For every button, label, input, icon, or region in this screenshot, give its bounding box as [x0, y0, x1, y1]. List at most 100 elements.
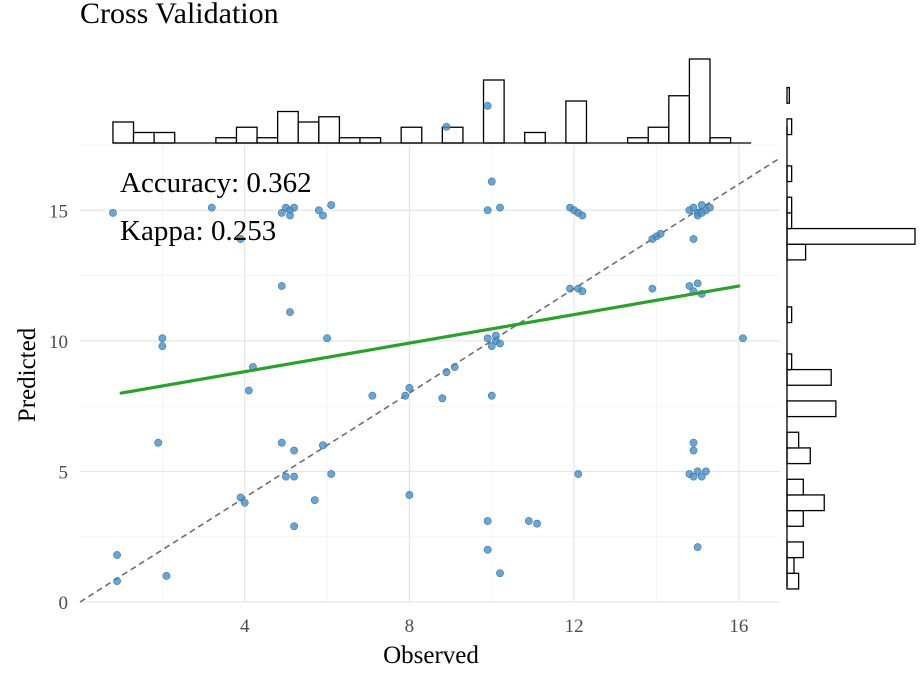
right-histogram-bar: [786, 556, 795, 574]
y-tick-label: 5: [59, 462, 69, 483]
data-point: [483, 101, 492, 110]
top-histogram-bar: [132, 131, 155, 144]
x-tick-label: 12: [565, 616, 584, 637]
right-histogram-bar: [786, 212, 793, 230]
top-histogram-bar: [112, 121, 135, 144]
data-point: [162, 571, 171, 580]
top-histogram-bar: [647, 126, 670, 144]
data-point: [327, 470, 336, 478]
data-point: [154, 438, 163, 447]
data-point: [487, 391, 496, 400]
data-point: [450, 363, 459, 371]
data-point: [701, 467, 710, 476]
right-histogram-bar: [786, 400, 837, 418]
data-point: [277, 282, 286, 290]
top-histogram-bar: [626, 137, 649, 144]
data-point: [113, 577, 121, 586]
data-point: [648, 284, 657, 293]
top-histogram-bar: [318, 116, 341, 144]
data-point: [281, 472, 290, 481]
right-histogram-bar: [786, 368, 832, 386]
data-point: [697, 201, 706, 209]
data-point: [483, 545, 492, 554]
data-point: [277, 438, 286, 447]
data-point: [405, 491, 414, 499]
data-point: [693, 543, 702, 552]
data-point: [487, 342, 496, 350]
data-point: [310, 496, 319, 505]
data-point: [578, 211, 587, 220]
top-histogram-bar: [359, 137, 382, 144]
data-point: [689, 235, 698, 243]
right-histogram-bar: [786, 306, 793, 324]
data-point: [496, 569, 504, 578]
kappa-annotation: Kappa: 0.253: [120, 215, 276, 247]
x-axis-label: Observed: [383, 642, 479, 669]
data-point: [739, 334, 747, 343]
right-histogram-bar: [786, 353, 793, 371]
x-tick-label: 8: [405, 616, 415, 637]
right-histogram-bar: [786, 478, 804, 496]
right-histogram-bar: [786, 509, 804, 527]
data-point: [706, 203, 714, 212]
top-histogram-bar: [338, 137, 361, 144]
top-histogram-bar: [400, 126, 423, 144]
data-point: [689, 438, 698, 447]
data-point: [685, 282, 694, 290]
data-point: [290, 522, 299, 531]
x-tick-label: 4: [240, 616, 250, 637]
data-point: [236, 493, 245, 502]
data-point: [323, 334, 331, 343]
data-point: [207, 203, 216, 212]
right-histogram-bar: [786, 431, 800, 449]
data-point: [442, 122, 451, 131]
accuracy-annotation: Accuracy: 0.362: [120, 167, 312, 199]
data-point: [158, 342, 167, 350]
y-tick-label: 10: [49, 332, 68, 353]
right-histogram-bar: [786, 243, 807, 261]
data-point: [496, 339, 504, 348]
data-point: [483, 206, 492, 215]
right-histogram-bar: [786, 86, 790, 104]
data-point: [290, 203, 299, 212]
data-point: [689, 472, 698, 481]
x-tick-label: 16: [729, 616, 748, 637]
right-histogram-bar: [786, 572, 800, 590]
data-point: [689, 203, 698, 212]
top-histogram-bar: [482, 79, 505, 144]
data-point: [240, 498, 249, 507]
right-histogram-bar: [786, 447, 811, 465]
right-histogram-bar: [786, 227, 916, 245]
data-point: [574, 470, 583, 478]
top-histogram-bar: [276, 110, 299, 144]
top-histogram-bar: [153, 131, 176, 144]
top-histogram-bar: [256, 137, 279, 144]
data-point: [401, 391, 410, 400]
data-point: [109, 208, 117, 217]
right-histogram-bar: [786, 118, 793, 136]
data-point: [319, 211, 327, 220]
fit-line-path: [119, 284, 741, 395]
data-point: [533, 519, 541, 528]
top-histogram-bar: [215, 137, 238, 144]
data-point: [566, 284, 574, 293]
data-point: [491, 331, 500, 340]
data-point: [286, 308, 294, 317]
chart-title: Cross Validation: [80, 0, 279, 30]
right-histogram: [786, 86, 916, 590]
y-tick-label: 15: [49, 201, 68, 222]
top-histogram: [112, 58, 752, 144]
data-point: [693, 279, 702, 288]
data-point: [236, 235, 245, 243]
top-histogram-bar: [297, 121, 320, 144]
y-axis-label: Predicted: [14, 327, 41, 422]
data-point: [244, 386, 253, 395]
data-point: [286, 211, 294, 220]
data-point: [314, 206, 323, 215]
scatter-points: [109, 101, 747, 586]
data-point: [442, 368, 451, 377]
data-point: [693, 467, 702, 476]
data-point: [697, 472, 706, 481]
right-histogram-bar: [786, 165, 793, 183]
